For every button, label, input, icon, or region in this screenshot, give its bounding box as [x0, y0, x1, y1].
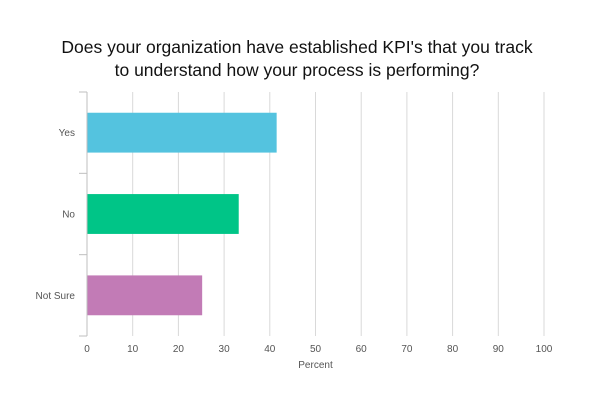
x-tick-label-50: 50 — [310, 344, 322, 355]
x-tick-label-80: 80 — [447, 344, 459, 355]
x-tick-label-10: 10 — [127, 344, 139, 355]
x-axis-title: Percent — [298, 360, 333, 371]
x-tick-label-40: 40 — [264, 344, 276, 355]
bar-yes — [87, 112, 277, 153]
x-tick-label-90: 90 — [493, 344, 505, 355]
axes — [79, 91, 88, 337]
category-label-not-sure: Not Sure — [36, 291, 76, 302]
x-tick-label-30: 30 — [219, 344, 231, 355]
x-tick-label-20: 20 — [173, 344, 185, 355]
bar-no — [87, 194, 239, 234]
chart-title-line-2: to understand how your process is perfor… — [114, 60, 480, 80]
x-tick-label-70: 70 — [401, 344, 413, 355]
chart-title: Does your organization have established … — [20, 36, 574, 82]
x-tick-label-60: 60 — [356, 344, 368, 355]
chart-title-line-1: Does your organization have established … — [61, 37, 533, 57]
bars — [87, 112, 277, 316]
x-tick-label-100: 100 — [536, 344, 553, 355]
category-label-no: No — [62, 210, 75, 221]
bar-not-sure — [87, 275, 203, 316]
category-label-yes: Yes — [59, 128, 75, 139]
labels: 0 10 20 30 40 50 60 70 80 90 100 Yes No Not Sure Perce… — [36, 128, 553, 371]
x-tick-label-0: 0 — [84, 344, 90, 355]
